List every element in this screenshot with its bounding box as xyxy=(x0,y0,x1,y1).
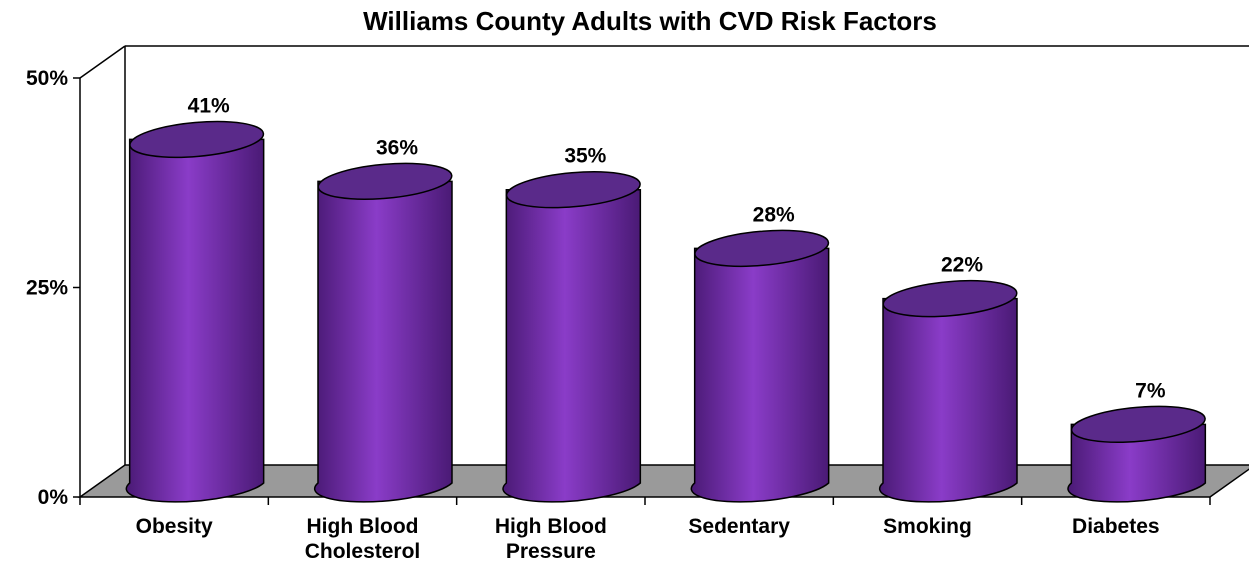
bar-top xyxy=(694,229,830,268)
bar xyxy=(502,171,642,503)
x-tick-label: Smoking xyxy=(883,515,972,538)
y-tick-label: 50% xyxy=(26,67,68,90)
data-label: 22% xyxy=(941,254,983,277)
bar-top xyxy=(317,162,453,200)
x-tick-label: High Blood Pressure xyxy=(495,515,607,563)
data-label: 41% xyxy=(188,94,230,117)
bar-series xyxy=(125,120,1207,503)
bar-body xyxy=(313,180,453,503)
chart-title: Williams County Adults with CVD Risk Fac… xyxy=(363,6,937,36)
data-labels: 41% 36% 35% 28% 22% 7% xyxy=(188,94,1166,402)
x-tick-label: Diabetes xyxy=(1072,515,1160,538)
wall-top-edge xyxy=(79,45,126,79)
bar xyxy=(878,279,1018,503)
x-tick-label: Sedentary xyxy=(688,515,790,538)
y-tick-label: 25% xyxy=(26,277,68,300)
bar-top xyxy=(129,120,265,159)
bar-top xyxy=(505,171,641,209)
bar-top xyxy=(882,279,1018,318)
bar-body xyxy=(1067,423,1207,503)
y-axis: 0% 25% 50% xyxy=(26,67,80,509)
bar xyxy=(125,120,265,503)
bar-body xyxy=(502,188,642,503)
bar xyxy=(1067,405,1207,503)
y-tick-label: 0% xyxy=(38,486,69,509)
data-label: 28% xyxy=(753,203,795,226)
x-tick-label: High Blood Cholesterol xyxy=(305,515,421,563)
data-label: 7% xyxy=(1135,379,1166,402)
x-axis: Obesity High Blood Cholesterol High Blood Pr… xyxy=(79,497,1211,563)
bar xyxy=(313,162,453,503)
data-label: 36% xyxy=(376,136,418,159)
bar-body xyxy=(878,297,1018,503)
bar-top xyxy=(1070,405,1206,444)
bar-body xyxy=(125,138,265,503)
bar xyxy=(690,229,830,503)
bar-body xyxy=(690,247,830,503)
x-tick-label: Obesity xyxy=(136,515,213,538)
data-label: 35% xyxy=(564,145,606,168)
